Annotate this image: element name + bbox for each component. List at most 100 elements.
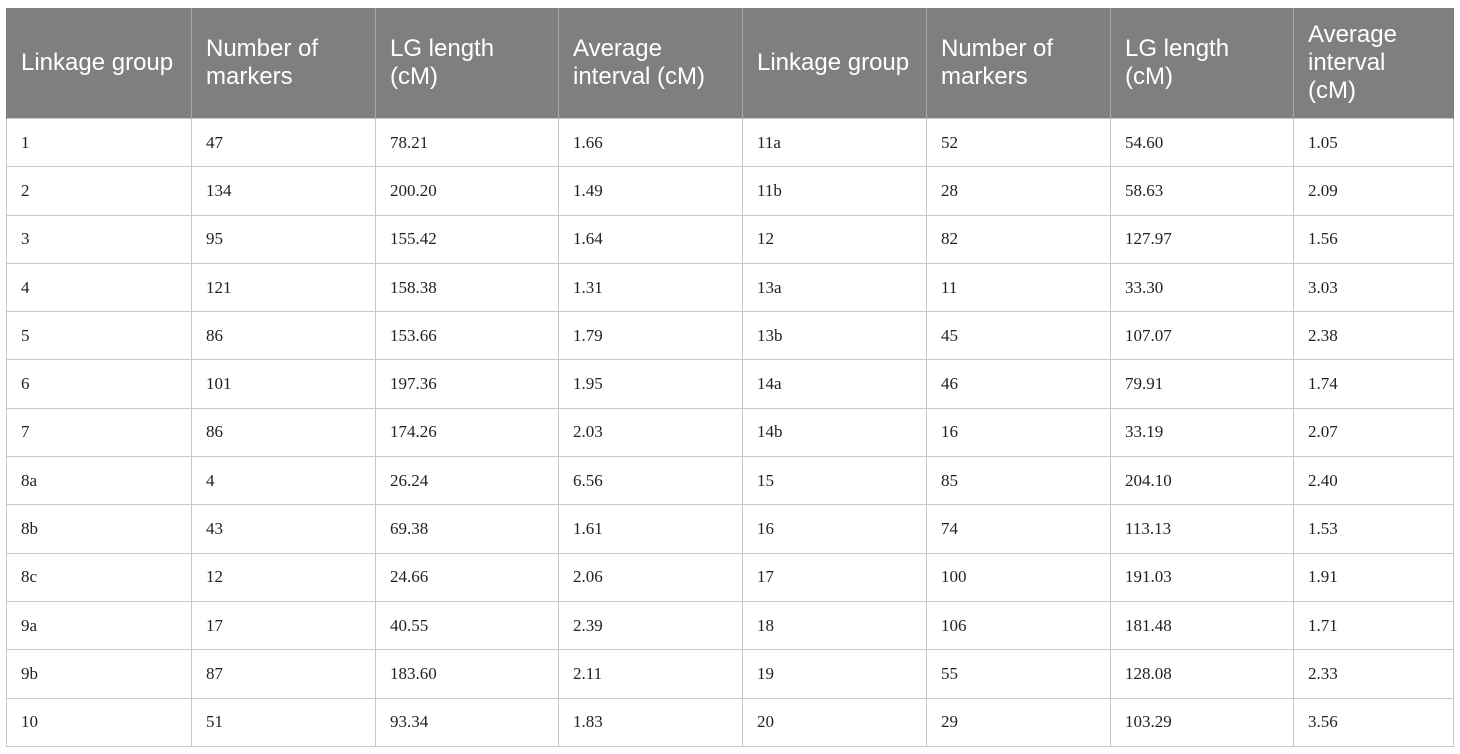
- header-lg-length: LG length (cM): [375, 8, 559, 119]
- cell-number-of-markers: 101: [191, 359, 376, 409]
- cell-average-interval-2: 1.56: [1293, 214, 1454, 264]
- header-lg-length-2: LG length (cM): [1110, 8, 1294, 119]
- table-row: 1 47 78.21 1.66 11a 52 54.60 1.05: [6, 117, 1454, 168]
- cell-lg-length: 78.21: [375, 117, 559, 168]
- cell-lg-length: 40.55: [375, 600, 559, 651]
- cell-number-of-markers-2: 11: [926, 262, 1111, 313]
- cell-lg-length-2: 79.91: [1110, 359, 1294, 409]
- cell-number-of-markers: 134: [191, 166, 376, 216]
- table-row: 3 95 155.42 1.64 12 82 127.97 1.56: [6, 214, 1454, 264]
- cell-average-interval-2: 2.40: [1293, 456, 1454, 506]
- cell-linkage-group-2: 14a: [742, 359, 927, 409]
- cell-lg-length: 197.36: [375, 359, 559, 409]
- cell-average-interval: 2.06: [558, 552, 743, 602]
- cell-number-of-markers: 87: [191, 649, 376, 699]
- cell-linkage-group: 2: [6, 166, 192, 216]
- cell-number-of-markers: 51: [191, 697, 376, 747]
- cell-number-of-markers-2: 74: [926, 504, 1111, 554]
- header-row: Linkage group Number of markers LG lengt…: [6, 8, 1454, 119]
- cell-lg-length-2: 33.19: [1110, 407, 1294, 458]
- cell-lg-length: 153.66: [375, 311, 559, 361]
- table-row: 7 86 174.26 2.03 14b 16 33.19 2.07: [6, 407, 1454, 458]
- table-row: 2 134 200.20 1.49 11b 28 58.63 2.09: [6, 166, 1454, 216]
- cell-lg-length-2: 181.48: [1110, 600, 1294, 651]
- cell-lg-length: 200.20: [375, 166, 559, 216]
- cell-linkage-group-2: 19: [742, 649, 927, 699]
- cell-lg-length: 158.38: [375, 262, 559, 313]
- cell-number-of-markers-2: 85: [926, 456, 1111, 506]
- cell-average-interval: 2.11: [558, 649, 743, 699]
- table-row: 4 121 158.38 1.31 13a 11 33.30 3.03: [6, 262, 1454, 313]
- cell-linkage-group-2: 12: [742, 214, 927, 264]
- header-linkage-group: Linkage group: [6, 8, 192, 119]
- cell-linkage-group: 4: [6, 262, 192, 313]
- cell-linkage-group: 7: [6, 407, 192, 458]
- cell-average-interval-2: 2.33: [1293, 649, 1454, 699]
- cell-linkage-group-2: 15: [742, 456, 927, 506]
- table-row: 8a 4 26.24 6.56 15 85 204.10 2.40: [6, 456, 1454, 506]
- cell-average-interval: 1.95: [558, 359, 743, 409]
- cell-lg-length-2: 204.10: [1110, 456, 1294, 506]
- cell-number-of-markers: 43: [191, 504, 376, 554]
- cell-lg-length-2: 128.08: [1110, 649, 1294, 699]
- cell-average-interval: 1.79: [558, 311, 743, 361]
- cell-lg-length: 93.34: [375, 697, 559, 747]
- cell-lg-length-2: 103.29: [1110, 697, 1294, 747]
- linkage-map-table: Linkage group Number of markers LG lengt…: [6, 8, 1454, 747]
- cell-average-interval-2: 3.03: [1293, 262, 1454, 313]
- cell-average-interval: 6.56: [558, 456, 743, 506]
- table-row: 10 51 93.34 1.83 20 29 103.29 3.56: [6, 697, 1454, 747]
- cell-average-interval: 1.66: [558, 117, 743, 168]
- table-body: 1 47 78.21 1.66 11a 52 54.60 1.05 2 134 200.20 1.49…: [6, 117, 1454, 747]
- header-number-of-markers: Number of markers: [191, 8, 376, 119]
- cell-lg-length: 69.38: [375, 504, 559, 554]
- cell-linkage-group: 9b: [6, 649, 192, 699]
- cell-linkage-group: 5: [6, 311, 192, 361]
- cell-number-of-markers-2: 55: [926, 649, 1111, 699]
- header-number-of-markers-2: Number of markers: [926, 8, 1111, 119]
- cell-number-of-markers: 121: [191, 262, 376, 313]
- cell-linkage-group-2: 18: [742, 600, 927, 651]
- cell-linkage-group-2: 16: [742, 504, 927, 554]
- cell-lg-length-2: 58.63: [1110, 166, 1294, 216]
- cell-number-of-markers: 86: [191, 311, 376, 361]
- cell-number-of-markers-2: 28: [926, 166, 1111, 216]
- cell-number-of-markers-2: 106: [926, 600, 1111, 651]
- cell-average-interval: 1.64: [558, 214, 743, 264]
- table-header: Linkage group Number of markers LG lengt…: [6, 8, 1454, 119]
- cell-average-interval-2: 2.09: [1293, 166, 1454, 216]
- cell-number-of-markers-2: 45: [926, 311, 1111, 361]
- cell-average-interval: 1.31: [558, 262, 743, 313]
- cell-average-interval: 1.49: [558, 166, 743, 216]
- cell-average-interval-2: 1.05: [1293, 117, 1454, 168]
- cell-average-interval: 1.83: [558, 697, 743, 747]
- cell-lg-length-2: 127.97: [1110, 214, 1294, 264]
- cell-linkage-group: 8a: [6, 456, 192, 506]
- cell-linkage-group-2: 14b: [742, 407, 927, 458]
- cell-linkage-group-2: 11b: [742, 166, 927, 216]
- header-average-interval-2: Average interval (cM): [1293, 8, 1454, 119]
- cell-number-of-markers: 95: [191, 214, 376, 264]
- cell-lg-length-2: 54.60: [1110, 117, 1294, 168]
- cell-number-of-markers: 47: [191, 117, 376, 168]
- cell-linkage-group: 6: [6, 359, 192, 409]
- cell-lg-length: 174.26: [375, 407, 559, 458]
- cell-number-of-markers: 86: [191, 407, 376, 458]
- cell-lg-length: 26.24: [375, 456, 559, 506]
- cell-linkage-group-2: 17: [742, 552, 927, 602]
- cell-linkage-group: 9a: [6, 600, 192, 651]
- cell-average-interval-2: 1.71: [1293, 600, 1454, 651]
- cell-linkage-group: 3: [6, 214, 192, 264]
- cell-linkage-group-2: 13b: [742, 311, 927, 361]
- table-row: 8c 12 24.66 2.06 17 100 191.03 1.91: [6, 552, 1454, 602]
- table-row: 6 101 197.36 1.95 14a 46 79.91 1.74: [6, 359, 1454, 409]
- cell-average-interval: 2.39: [558, 600, 743, 651]
- cell-number-of-markers: 17: [191, 600, 376, 651]
- cell-number-of-markers: 4: [191, 456, 376, 506]
- cell-linkage-group-2: 11a: [742, 117, 927, 168]
- table-row: 8b 43 69.38 1.61 16 74 113.13 1.53: [6, 504, 1454, 554]
- cell-number-of-markers-2: 100: [926, 552, 1111, 602]
- cell-average-interval: 1.61: [558, 504, 743, 554]
- cell-lg-length: 24.66: [375, 552, 559, 602]
- cell-number-of-markers-2: 16: [926, 407, 1111, 458]
